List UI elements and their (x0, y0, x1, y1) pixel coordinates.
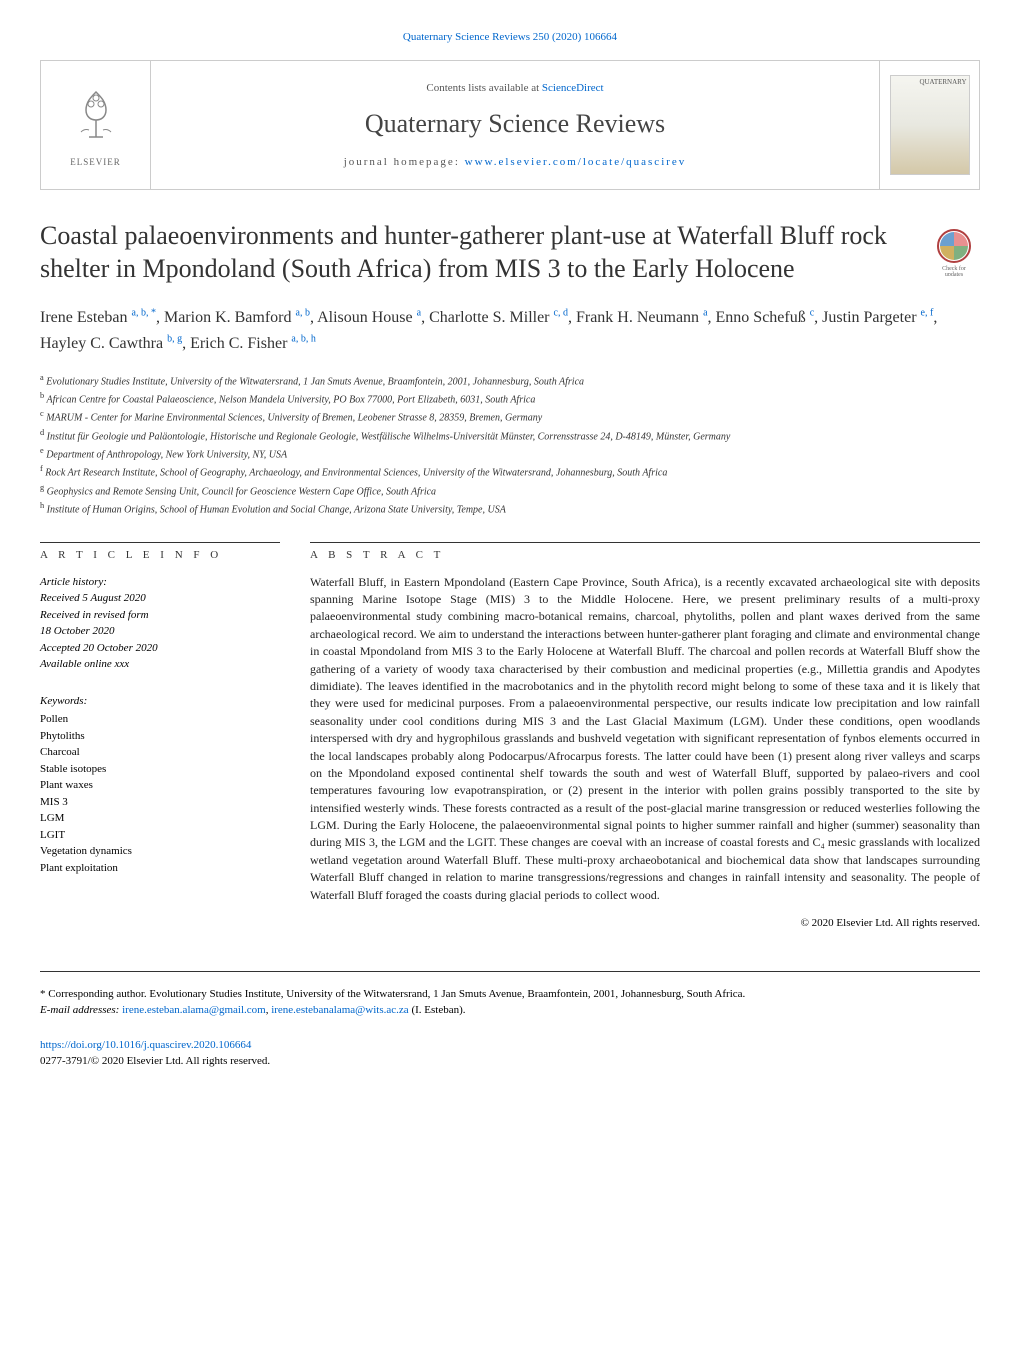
author-name: , Enno Schefuß (708, 309, 810, 326)
received-date: Received 5 August 2020 (40, 590, 280, 607)
keyword-item: LGM (40, 810, 280, 827)
journal-header: ELSEVIER Contents lists available at Sci… (40, 60, 980, 190)
author-name: , Frank H. Neumann (568, 309, 703, 326)
sciencedirect-link[interactable]: ScienceDirect (542, 82, 604, 94)
authors-list: Irene Esteban a, b, *, Marion K. Bamford… (40, 305, 980, 356)
revised-label: Received in revised form (40, 607, 280, 624)
elsevier-label: ELSEVIER (70, 156, 121, 169)
svg-text:Check for: Check for (942, 265, 966, 272)
left-column: A R T I C L E I N F O Article history: R… (40, 542, 280, 931)
affiliation-item: e Department of Anthropology, New York U… (40, 445, 980, 462)
check-updates-icon[interactable]: Check for updates (928, 224, 980, 276)
abstract-text: Waterfall Bluff, in Eastern Mpondoland (… (310, 574, 980, 904)
header-center: Contents lists available at ScienceDirec… (151, 61, 879, 189)
footer-info: https://doi.org/10.1016/j.quascirev.2020… (40, 1038, 980, 1069)
author-name: , Erich C. Fisher (182, 335, 291, 352)
keyword-item: Vegetation dynamics (40, 843, 280, 860)
accepted-date: Accepted 20 October 2020 (40, 640, 280, 657)
author-name: , Charlotte S. Miller (421, 309, 553, 326)
abstract-header: A B S T R A C T (310, 542, 980, 563)
elsevier-tree-icon (61, 82, 131, 152)
email-label: E-mail addresses: (40, 1004, 122, 1016)
keyword-item: MIS 3 (40, 794, 280, 811)
homepage-link[interactable]: www.elsevier.com/locate/quascirev (465, 156, 687, 168)
copyright-line: © 2020 Elsevier Ltd. All rights reserved… (310, 916, 980, 931)
revised-date: 18 October 2020 (40, 623, 280, 640)
keyword-item: Stable isotopes (40, 761, 280, 778)
email-line: E-mail addresses: irene.esteban.alama@gm… (40, 1003, 980, 1018)
keyword-item: LGIT (40, 827, 280, 844)
affiliation-item: b African Centre for Coastal Palaeoscien… (40, 390, 980, 407)
email-link-2[interactable]: irene.estebanalama@wits.ac.za (271, 1004, 408, 1016)
doi-link[interactable]: https://doi.org/10.1016/j.quascirev.2020… (40, 1039, 251, 1051)
affiliation-item: c MARUM - Center for Marine Environmenta… (40, 408, 980, 425)
journal-homepage: journal homepage: www.elsevier.com/locat… (344, 155, 687, 170)
keyword-item: Plant waxes (40, 777, 280, 794)
affiliation-item: h Institute of Human Origins, School of … (40, 500, 980, 517)
contents-available: Contents lists available at ScienceDirec… (426, 81, 603, 96)
email-link-1[interactable]: irene.esteban.alama@gmail.com (122, 1004, 266, 1016)
body-columns: A R T I C L E I N F O Article history: R… (40, 542, 980, 931)
paper-title: Coastal palaeoenvironments and hunter-ga… (40, 220, 908, 285)
affiliation-item: d Institut für Geologie und Paläontologi… (40, 427, 980, 444)
email-suffix: (I. Esteban). (409, 1004, 466, 1016)
keywords-items: PollenPhytolithsCharcoalStable isotopesP… (40, 711, 280, 876)
cover-label: QUATERNARY (891, 76, 969, 90)
author-affil-marker: b, g (167, 334, 182, 345)
author-affil-marker: c, d (554, 308, 568, 319)
available-date: Available online xxx (40, 656, 280, 673)
svg-text:updates: updates (945, 272, 964, 276)
citation-link[interactable]: Quaternary Science Reviews 250 (2020) 10… (40, 30, 980, 45)
right-column: A B S T R A C T Waterfall Bluff, in East… (310, 542, 980, 931)
footer-divider (40, 971, 980, 972)
contents-prefix: Contents lists available at (426, 82, 541, 94)
affiliations-list: a Evolutionary Studies Institute, Univer… (40, 372, 980, 518)
corresponding-footnote: * Corresponding author. Evolutionary Stu… (40, 987, 980, 1018)
author-affil-marker: e, f (921, 308, 934, 319)
history-label: Article history: (40, 574, 280, 591)
author-name: Irene Esteban (40, 309, 132, 326)
issn-line: 0277-3791/© 2020 Elsevier Ltd. All right… (40, 1054, 980, 1069)
author-name: , Justin Pargeter (814, 309, 920, 326)
keyword-item: Charcoal (40, 744, 280, 761)
homepage-prefix: journal homepage: (344, 156, 465, 168)
affiliation-item: f Rock Art Research Institute, School of… (40, 463, 980, 480)
author-affil-marker: a, b (296, 308, 310, 319)
article-info-block: Article history: Received 5 August 2020 … (40, 574, 280, 673)
author-affil-marker: a, b, * (132, 308, 156, 319)
journal-title: Quaternary Science Reviews (365, 106, 665, 142)
cover-thumbnail: QUATERNARY (890, 75, 970, 175)
journal-cover[interactable]: QUATERNARY (879, 61, 979, 189)
affiliation-item: a Evolutionary Studies Institute, Univer… (40, 372, 980, 389)
author-name: , Marion K. Bamford (156, 309, 296, 326)
title-section: Coastal palaeoenvironments and hunter-ga… (40, 220, 980, 285)
affiliation-item: g Geophysics and Remote Sensing Unit, Co… (40, 482, 980, 499)
author-name: , Alisoun House (310, 309, 417, 326)
keyword-item: Phytoliths (40, 728, 280, 745)
keyword-item: Pollen (40, 711, 280, 728)
keywords-block: Keywords: PollenPhytolithsCharcoalStable… (40, 693, 280, 877)
keyword-item: Plant exploitation (40, 860, 280, 877)
corresponding-text: * Corresponding author. Evolutionary Stu… (40, 987, 980, 1002)
article-info-header: A R T I C L E I N F O (40, 542, 280, 563)
author-affil-marker: a, b, h (291, 334, 315, 345)
keywords-label: Keywords: (40, 693, 280, 710)
elsevier-logo[interactable]: ELSEVIER (41, 61, 151, 189)
